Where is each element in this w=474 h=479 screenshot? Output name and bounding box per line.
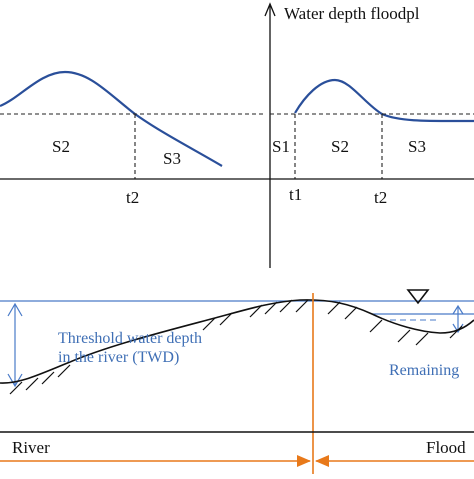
top-right-panel: Water depth floodpl S1 S2 S3 t1 t2 bbox=[262, 2, 474, 268]
left-s3-label: S3 bbox=[163, 149, 181, 168]
remaining-label: Remaining bbox=[389, 362, 459, 379]
river-extent-arrowhead-icon bbox=[297, 455, 311, 467]
twd-label-line2: in the river (TWD) bbox=[58, 349, 179, 366]
top-left-panel: S2 S3 t2 bbox=[0, 70, 265, 207]
left-s2-label: S2 bbox=[52, 137, 70, 156]
floodplain-extent-arrowhead-icon bbox=[315, 455, 329, 467]
right-t1-label: t1 bbox=[289, 185, 302, 204]
bottom-panel: Threshold water depth in the river (TWD)… bbox=[0, 289, 474, 474]
right-t2-label: t2 bbox=[374, 188, 387, 207]
right-s3-label: S3 bbox=[408, 137, 426, 156]
right-s2-label: S2 bbox=[331, 137, 349, 156]
twd-arrow-up-icon bbox=[7, 302, 23, 317]
right-s1-label: S1 bbox=[272, 137, 290, 156]
remaining-arrow-up-icon bbox=[452, 304, 464, 315]
right-y-axis-arrowhead bbox=[264, 2, 276, 17]
terrain-hatching bbox=[9, 299, 463, 395]
river-label: River bbox=[12, 438, 50, 457]
twd-label-line1: Threshold water depth bbox=[58, 330, 202, 347]
water-level-triangle-icon bbox=[406, 289, 430, 305]
right-hydrograph-curve bbox=[294, 78, 474, 123]
left-t2-label: t2 bbox=[126, 188, 139, 207]
twd-arrow-down-icon bbox=[7, 373, 23, 388]
left-hydrograph-curve bbox=[0, 70, 223, 167]
floodplain-label: Flood bbox=[426, 438, 466, 457]
terrain-profile bbox=[0, 299, 474, 384]
right-axis-title: Water depth floodpl bbox=[284, 4, 420, 23]
